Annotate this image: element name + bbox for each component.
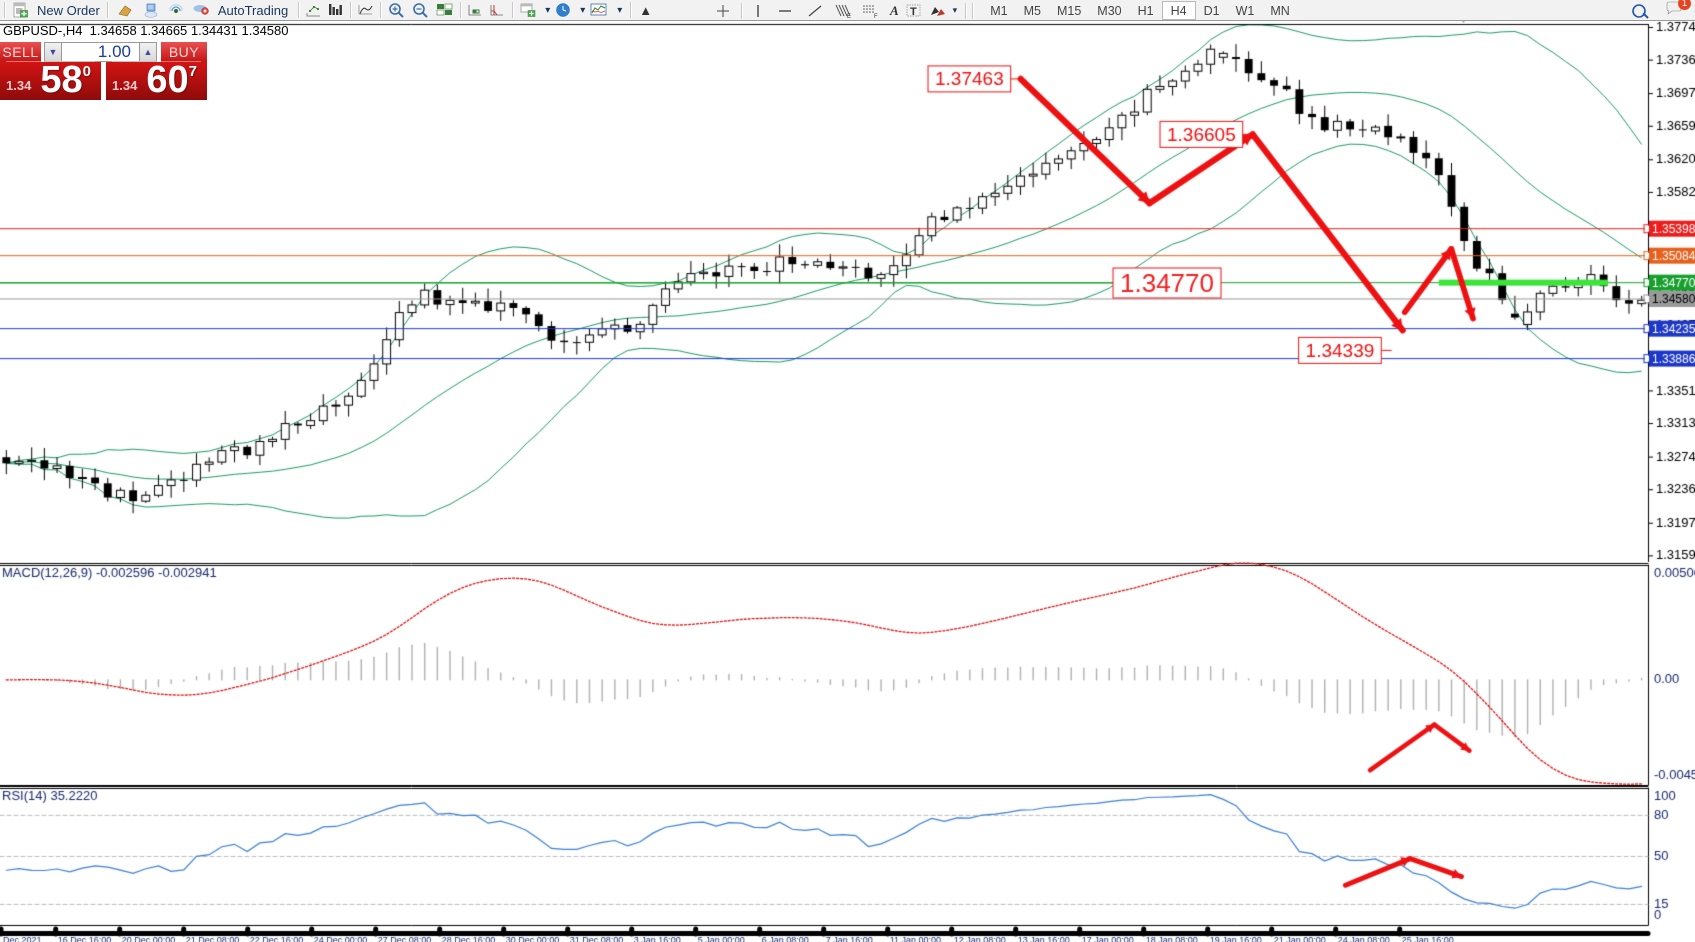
svg-text:F: F [874, 14, 878, 19]
svg-text:T: T [910, 6, 917, 18]
svg-text:E: E [847, 14, 851, 19]
